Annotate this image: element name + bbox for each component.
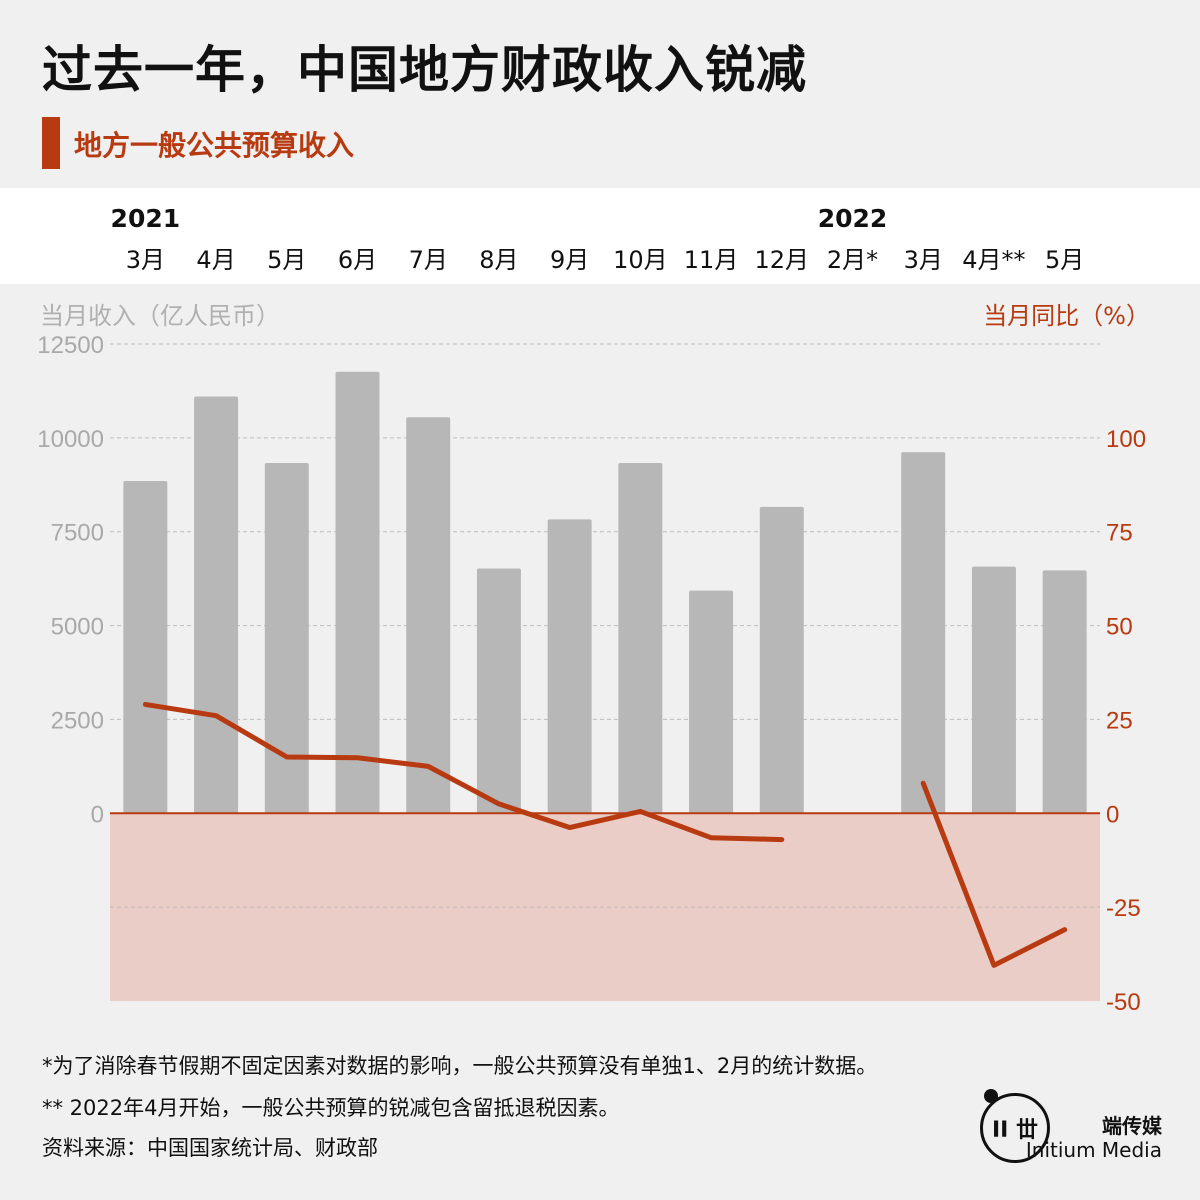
- bar-8: [689, 590, 734, 814]
- year-label: 2022: [817, 204, 888, 233]
- right-tick-label: 75: [1106, 520, 1133, 547]
- left-tick-label: 0: [91, 801, 104, 828]
- month-label: 3月: [903, 246, 943, 274]
- brand-name-cn: 端传媒: [1102, 1114, 1162, 1138]
- logo-glyph: ΙΙ 丗: [992, 1118, 1039, 1143]
- initium-logo-icon: [980, 1093, 1050, 1163]
- left-tick-label: 12500: [37, 332, 104, 359]
- month-header-band: 2021 2022 3月 4月 5月 6月 7月 8月 9月 10月 11月 12月 2月* 3月 4月*…: [0, 188, 1200, 284]
- bar-9: [759, 506, 804, 814]
- month-label: 3月: [125, 246, 165, 274]
- month-label: 10月: [613, 246, 668, 274]
- left-tick-label: 7500: [51, 520, 104, 547]
- left-tick-label: 5000: [51, 614, 104, 641]
- page-title: 过去一年，中国地方财政收入锐减: [42, 41, 807, 99]
- month-label: 4月: [196, 246, 236, 274]
- subtitle-accent-bar: [42, 117, 60, 169]
- bar-12: [971, 566, 1016, 814]
- month-label: 6月: [337, 246, 378, 274]
- right-tick-label: -25: [1106, 895, 1141, 922]
- month-label: 12月: [754, 246, 810, 274]
- left-tick-label: 10000: [37, 426, 104, 453]
- bar-0: [123, 481, 168, 814]
- right-tick-label: -50: [1106, 989, 1141, 1016]
- bar-11: [901, 452, 946, 814]
- month-label: 11月: [683, 246, 739, 274]
- month-label: 9月: [550, 246, 590, 274]
- month-label: 5月: [1045, 246, 1085, 274]
- footnote-1: *为了消除春节假期不固定因素对数据的影响，一般公共预算没有单独1、2月的统计数据…: [42, 1054, 878, 1078]
- right-axis-title: 当月同比（%）: [983, 302, 1150, 330]
- month-label: 4月**: [962, 246, 1026, 274]
- bar-4: [406, 417, 451, 814]
- source-note: 资料来源：中国国家统计局、财政部: [42, 1136, 378, 1160]
- month-label: 7月: [408, 246, 448, 274]
- yoy-line-segment-0: [142, 701, 785, 843]
- bar-2: [264, 463, 309, 814]
- month-label: 8月: [479, 246, 519, 274]
- month-label: 2月*: [826, 246, 879, 274]
- right-tick-label: 100: [1106, 426, 1146, 453]
- year-label: 2021: [110, 204, 181, 233]
- chart-subtitle: 地方一般公共预算收入: [74, 129, 355, 162]
- right-tick-label: 50: [1106, 614, 1133, 641]
- left-tick-label: 2500: [51, 707, 104, 734]
- right-tick-label: 25: [1106, 707, 1133, 734]
- logo-dot: [984, 1089, 998, 1103]
- right-tick-label: 0: [1106, 801, 1119, 828]
- bar-6: [547, 519, 592, 814]
- footnote-2: ** 2022年4月开始，一般公共预算的锐减包含留抵退税因素。: [42, 1096, 620, 1120]
- bar-7: [618, 463, 663, 814]
- brand-name-en: Initium Media: [1025, 1138, 1162, 1162]
- bar-5: [476, 568, 521, 814]
- bar-1: [194, 396, 239, 814]
- bar-3: [335, 371, 380, 814]
- left-axis-title: 当月收入（亿人民币）: [40, 302, 280, 330]
- bar-13: [1042, 570, 1087, 814]
- month-label: 5月: [267, 246, 307, 274]
